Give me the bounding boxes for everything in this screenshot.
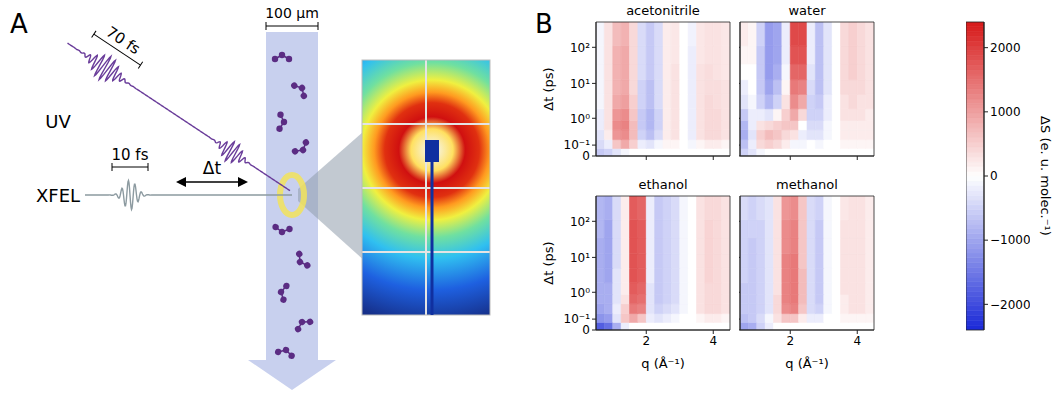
svg-text:10²: 10² xyxy=(570,215,590,229)
svg-text:2: 2 xyxy=(786,334,794,348)
svg-text:Δt (ps): Δt (ps) xyxy=(541,241,556,284)
svg-text:ΔS (e. u. molec.⁻¹): ΔS (e. u. molec.⁻¹) xyxy=(1038,116,1053,236)
svg-text:100 µm: 100 µm xyxy=(265,5,319,21)
svg-text:0: 0 xyxy=(990,169,998,183)
svg-text:10⁰: 10⁰ xyxy=(570,112,590,126)
svg-text:10⁻¹: 10⁻¹ xyxy=(564,312,591,326)
svg-text:10¹: 10¹ xyxy=(570,77,590,91)
svg-text:2: 2 xyxy=(642,334,650,348)
svg-text:Δt: Δt xyxy=(203,158,222,178)
svg-text:Δt (ps): Δt (ps) xyxy=(541,67,556,110)
svg-text:XFEL: XFEL xyxy=(36,185,80,206)
svg-text:q (Å⁻¹): q (Å⁻¹) xyxy=(785,356,829,371)
svg-text:10¹: 10¹ xyxy=(570,251,590,265)
svg-text:10 fs: 10 fs xyxy=(112,146,149,164)
svg-text:B: B xyxy=(535,9,553,39)
svg-text:0: 0 xyxy=(582,149,590,164)
svg-text:−2000: −2000 xyxy=(990,298,1030,312)
svg-text:70 fs: 70 fs xyxy=(103,23,144,59)
svg-text:1000: 1000 xyxy=(990,105,1021,119)
svg-text:2000: 2000 xyxy=(990,41,1021,55)
svg-text:10⁰: 10⁰ xyxy=(570,286,590,300)
svg-text:q (Å⁻¹): q (Å⁻¹) xyxy=(641,356,685,371)
svg-text:A: A xyxy=(10,9,28,39)
svg-text:4: 4 xyxy=(853,334,861,348)
html-text:water: water xyxy=(788,3,826,18)
svg-text:UV: UV xyxy=(45,111,71,132)
svg-text:10⁻¹: 10⁻¹ xyxy=(564,138,591,152)
svg-text:10²: 10² xyxy=(570,41,590,55)
svg-text:4: 4 xyxy=(709,334,717,348)
svg-text:0: 0 xyxy=(582,323,590,338)
svg-text:−1000: −1000 xyxy=(990,233,1030,247)
html-text:ethanol: ethanol xyxy=(638,177,688,192)
html-text:methanol: methanol xyxy=(776,177,838,192)
html-text:acetonitrile: acetonitrile xyxy=(626,3,700,18)
